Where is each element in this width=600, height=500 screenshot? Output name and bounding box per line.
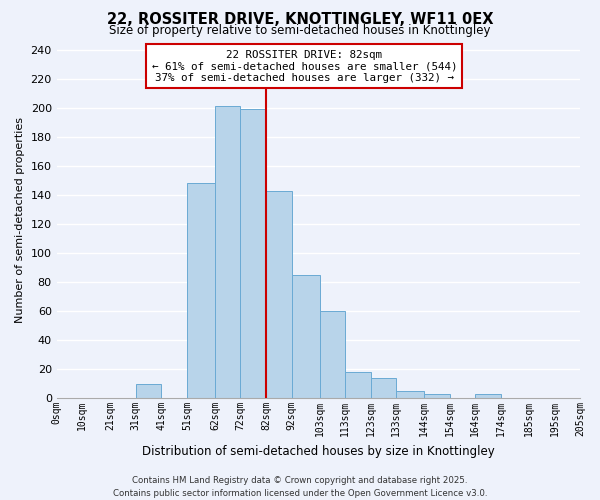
Text: 22 ROSSITER DRIVE: 82sqm
← 61% of semi-detached houses are smaller (544)
37% of : 22 ROSSITER DRIVE: 82sqm ← 61% of semi-d… (152, 50, 457, 83)
Bar (136, 384, 161, 398)
Bar (266, 190, 292, 398)
Bar (345, 372, 371, 398)
Bar (187, 184, 215, 398)
Bar (396, 391, 424, 398)
Bar (475, 394, 501, 398)
Bar (424, 394, 450, 398)
X-axis label: Distribution of semi-detached houses by size in Knottingley: Distribution of semi-detached houses by … (142, 444, 495, 458)
Bar (371, 378, 396, 398)
Bar (215, 106, 241, 398)
Text: 22, ROSSITER DRIVE, KNOTTINGLEY, WF11 0EX: 22, ROSSITER DRIVE, KNOTTINGLEY, WF11 0E… (107, 12, 493, 28)
Text: Contains HM Land Registry data © Crown copyright and database right 2025.
Contai: Contains HM Land Registry data © Crown c… (113, 476, 487, 498)
Y-axis label: Number of semi-detached properties: Number of semi-detached properties (15, 118, 25, 324)
Bar (292, 275, 320, 398)
Bar (241, 110, 266, 398)
Text: Size of property relative to semi-detached houses in Knottingley: Size of property relative to semi-detach… (109, 24, 491, 37)
Bar (320, 311, 345, 398)
